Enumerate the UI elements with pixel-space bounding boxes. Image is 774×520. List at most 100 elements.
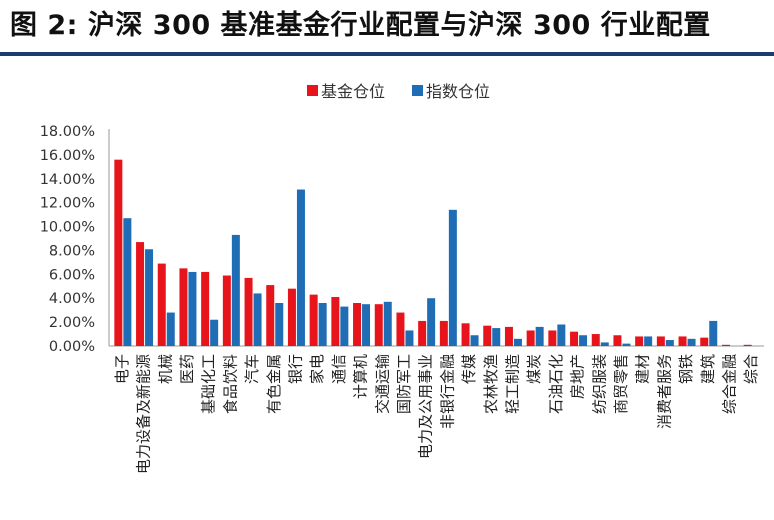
x-category-label: 非银行金融 [438,354,456,429]
bar-index [275,303,284,346]
x-category-label: 电力设备及新能源 [135,354,153,474]
bar-fund [483,325,492,346]
bar-fund [287,288,296,346]
x-category-label: 传媒 [460,354,478,384]
y-tick-label: 14.00% [40,172,95,188]
bar-index [535,326,544,346]
x-category-label: 银行 [286,354,304,384]
bar-index [600,342,609,346]
x-category-label: 家电 [308,354,326,384]
y-tick-label: 10.00% [40,220,95,236]
x-category-label: 电力及公用事业 [417,354,435,459]
bar-index [188,271,197,346]
bar-fund [721,344,730,346]
bar-fund [136,242,145,346]
y-tick-label: 18.00% [40,124,95,140]
bar-fund [374,304,383,346]
x-category-label: 医药 [178,354,196,384]
x-category-label: 钢铁 [677,354,695,384]
title-rule [0,52,774,56]
bar-fund [504,326,513,346]
bar-index [513,338,522,346]
figure-title: 图 2: 沪深 300 基准基金行业配置与沪深 300 行业配置 [10,10,711,41]
x-category-label: 建筑 [699,354,717,384]
bar-index [427,298,436,346]
bar-fund [635,336,644,346]
bar-fund [526,330,535,346]
bar-fund [222,275,231,346]
bar-index [231,234,240,346]
x-category-label: 房地产 [569,354,587,399]
bar-fund [244,277,253,346]
bar-index [687,338,696,346]
legend-label-fund: 基金仓位 [321,82,385,101]
bar-index [557,324,566,346]
bar-index [448,209,457,346]
bar-fund [439,320,448,346]
x-category-label: 电子 [113,354,131,384]
x-category-label: 纺织服装 [590,354,608,414]
bar-fund [396,312,405,346]
bar-index [405,330,414,346]
bar-fund [613,335,622,346]
bar-index [492,328,501,346]
bar-fund [179,268,188,346]
bar-fund [591,334,600,346]
bar-fund [678,336,687,346]
x-category-label: 计算机 [352,354,370,399]
bar-fund [700,337,709,346]
y-tick-label: 16.00% [40,148,95,164]
bar-index [579,335,588,346]
bar-fund [331,297,340,346]
bar-index [470,335,479,346]
bar-fund [461,323,470,346]
bar-index [383,301,392,346]
x-category-label: 有色金属 [265,354,283,414]
bar-index [340,306,349,346]
x-category-label: 机械 [156,354,174,384]
legend-label-index: 指数仓位 [426,82,490,101]
bar-index [318,303,327,346]
x-category-label: 综合 [742,354,760,384]
bar-index [622,343,631,346]
bar-fund [418,320,427,346]
legend-swatch-fund [307,85,318,96]
bar-index [665,340,674,346]
x-category-label: 商贸零售 [612,354,630,414]
legend-swatch-index [412,85,423,96]
bar-fund [309,294,318,346]
bar-fund [157,263,166,346]
x-category-label: 综合金融 [720,354,738,414]
x-category-label: 基础化工 [200,354,218,414]
bar-index [709,320,718,346]
bar-index [123,218,132,346]
y-tick-label: 8.00% [49,243,95,259]
x-category-label: 国防军工 [395,354,413,414]
bar-fund [570,331,579,346]
bar-index [210,319,219,346]
x-category-label: 通信 [330,354,348,384]
x-category-label: 农林牧渔 [482,354,500,414]
y-tick-label: 4.00% [49,291,95,307]
bar-fund [743,344,752,346]
bar-fund [353,303,362,346]
x-category-label: 石油石化 [547,354,565,414]
bar-fund [548,330,557,346]
x-category-label: 建材 [634,354,652,384]
bar-index [362,304,371,346]
y-tick-label: 2.00% [49,315,95,331]
bar-index [296,189,305,346]
x-category-label: 煤炭 [525,354,543,384]
bar-index [253,293,262,346]
bar-fund [114,159,123,346]
x-category-label: 汽车 [243,354,261,384]
y-tick-label: 6.00% [49,267,95,283]
x-category-label: 食品饮料 [221,354,239,414]
bar-index [166,312,175,346]
bar-index [145,249,154,346]
bar-fund [201,271,210,346]
bar-fund [266,285,275,346]
bar-index [644,336,653,346]
y-tick-label: 0.00% [49,339,95,355]
